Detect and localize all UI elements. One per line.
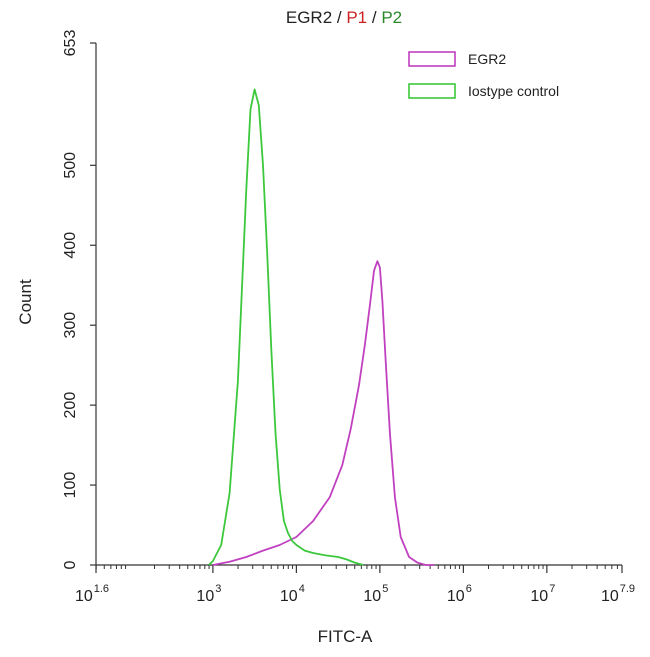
chart-title-part: P1 (346, 8, 367, 27)
x-axis-label: FITC-A (318, 627, 373, 646)
legend-label: Iostype control (468, 83, 559, 99)
x-tick-label: 105 (363, 583, 388, 605)
x-tick-label: 107.9 (601, 583, 635, 605)
x-axis-ticks: 101.6 103 104 105 106 107 107.9 (75, 565, 635, 605)
y-tick-label: 653 (62, 30, 79, 57)
x-tick-label: 107 (530, 583, 555, 605)
x-tick-label: 103 (196, 583, 221, 605)
chart-title-part: / (332, 8, 346, 27)
legend: EGR2 Iostype control (408, 51, 559, 99)
y-tick-label: 200 (62, 392, 79, 419)
chart-title-part: / (367, 8, 381, 27)
y-axis-label: Count (16, 279, 35, 325)
x-tick-label: 101.6 (75, 583, 109, 605)
y-tick-label: 100 (62, 472, 79, 499)
y-tick-label: 300 (62, 312, 79, 339)
x-tick-label: 106 (447, 583, 472, 605)
y-tick-label: 0 (62, 560, 79, 569)
legend-swatch (408, 83, 456, 99)
x-tick-label: 104 (280, 583, 305, 605)
series-line-1 (208, 88, 364, 566)
y-tick-label: 500 (62, 152, 79, 179)
legend-label: EGR2 (468, 51, 506, 67)
chart-title-part: P2 (381, 8, 402, 27)
legend-swatch (408, 51, 456, 67)
y-axis-ticks: 0 100 200 300 400 500 653 (62, 30, 96, 569)
chart-title-part: EGR2 (286, 8, 332, 27)
series-layer (208, 88, 435, 566)
y-tick-label: 400 (62, 232, 79, 259)
plot-frame (95, 43, 622, 566)
chart-title: EGR2 / P1 / P2 (286, 8, 402, 27)
series-line-0 (212, 260, 435, 566)
